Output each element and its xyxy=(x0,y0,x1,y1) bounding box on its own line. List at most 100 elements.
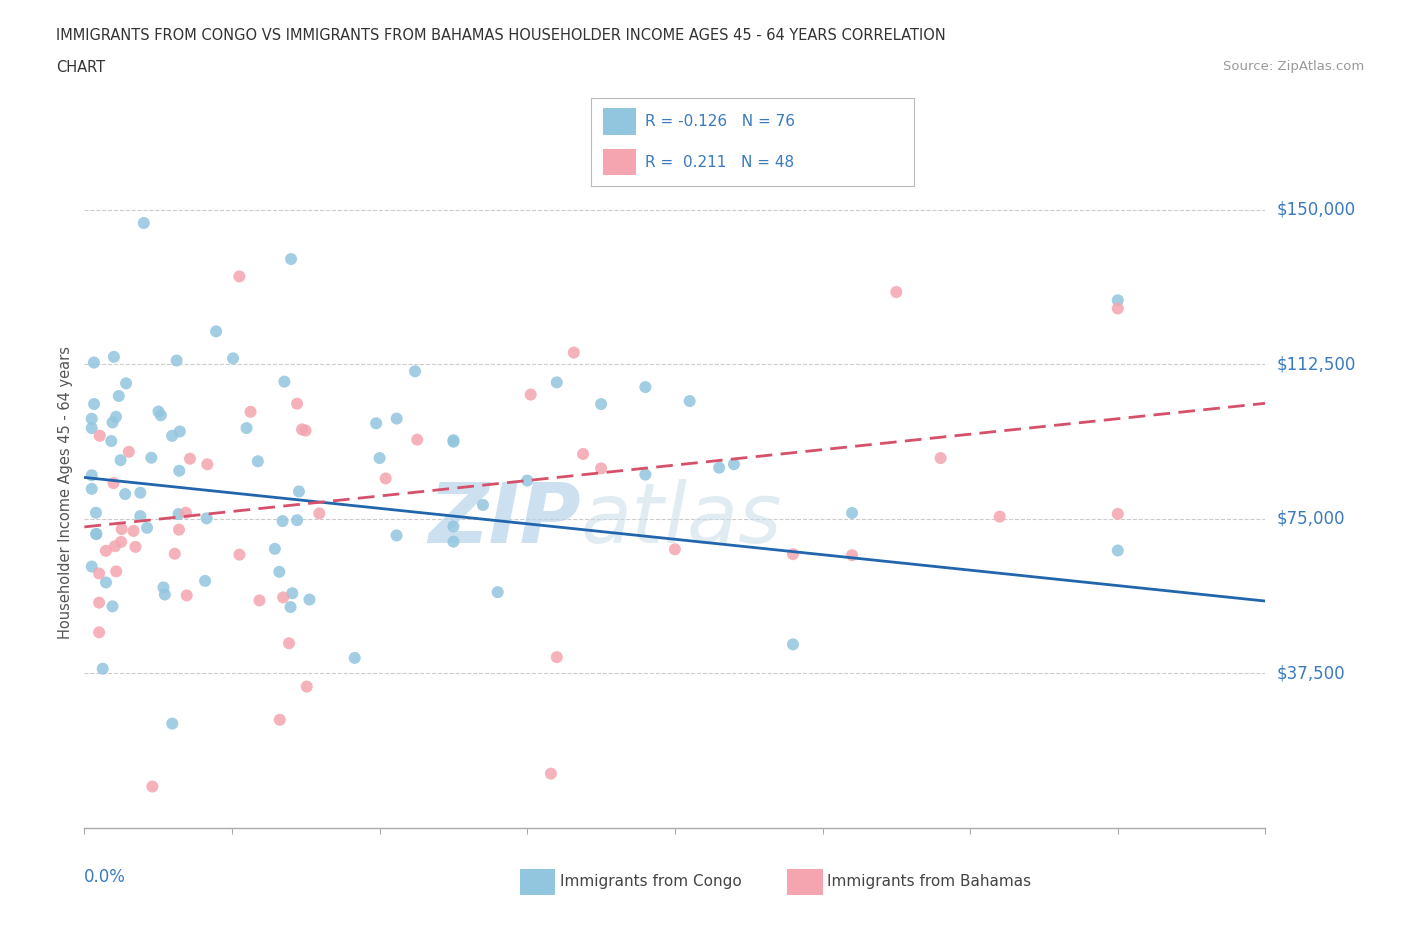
Point xyxy=(406,432,429,447)
Point xyxy=(174,505,197,520)
Point xyxy=(443,434,465,449)
Point xyxy=(285,512,308,527)
Point xyxy=(110,535,132,550)
Point xyxy=(153,587,176,602)
Point xyxy=(298,592,321,607)
Point xyxy=(86,526,108,541)
Text: ZIP: ZIP xyxy=(427,479,581,560)
Text: Immigrants from Congo: Immigrants from Congo xyxy=(560,874,741,889)
Point xyxy=(1107,293,1129,308)
Point xyxy=(519,387,541,402)
Y-axis label: Householder Income Ages 45 - 64 years: Householder Income Ages 45 - 64 years xyxy=(58,346,73,640)
Point xyxy=(103,350,125,365)
Point xyxy=(80,559,103,574)
Point xyxy=(295,679,318,694)
Point xyxy=(634,379,657,394)
Point xyxy=(308,506,330,521)
Point xyxy=(385,528,408,543)
Text: $37,500: $37,500 xyxy=(1277,664,1346,683)
Point xyxy=(83,396,105,411)
Point xyxy=(278,636,301,651)
Point xyxy=(80,482,103,497)
Point xyxy=(114,486,136,501)
Point xyxy=(709,460,731,475)
Point xyxy=(280,252,302,267)
Point xyxy=(634,467,657,482)
Point xyxy=(83,355,105,370)
Point xyxy=(591,461,613,476)
Point xyxy=(100,433,122,448)
Point xyxy=(115,376,138,391)
Point xyxy=(136,521,159,536)
Point xyxy=(103,476,125,491)
Point xyxy=(572,446,595,461)
Point xyxy=(122,524,145,538)
Point xyxy=(94,575,117,590)
Point xyxy=(84,526,107,541)
Point xyxy=(89,429,111,444)
Point xyxy=(841,506,863,521)
Point xyxy=(271,513,294,528)
Point xyxy=(84,505,107,520)
Point xyxy=(169,424,191,439)
Point xyxy=(988,510,1011,525)
Point xyxy=(87,625,111,640)
Point xyxy=(129,485,152,500)
Point xyxy=(141,450,163,465)
Point xyxy=(273,374,295,389)
Text: Immigrants from Bahamas: Immigrants from Bahamas xyxy=(827,874,1031,889)
Point xyxy=(195,457,218,472)
Point xyxy=(486,585,509,600)
Text: 0.0%: 0.0% xyxy=(84,868,127,886)
Point xyxy=(104,538,127,553)
Point xyxy=(149,408,172,423)
Point xyxy=(271,590,294,604)
Point xyxy=(546,650,568,665)
Point xyxy=(472,498,495,512)
Point xyxy=(1107,543,1129,558)
Text: $75,000: $75,000 xyxy=(1277,510,1346,527)
Point xyxy=(540,766,562,781)
Point xyxy=(782,547,804,562)
Point xyxy=(166,353,188,368)
Point xyxy=(94,543,117,558)
Point xyxy=(80,468,103,483)
Point xyxy=(228,269,250,284)
Point xyxy=(105,564,128,578)
Point xyxy=(368,451,391,466)
Point xyxy=(249,593,271,608)
Point xyxy=(443,534,465,549)
Point xyxy=(152,580,174,595)
Point xyxy=(269,712,291,727)
Point xyxy=(111,522,134,537)
Point xyxy=(87,595,111,610)
Point xyxy=(91,661,114,676)
Point xyxy=(343,650,366,665)
Point xyxy=(176,588,198,603)
Text: Source: ZipAtlas.com: Source: ZipAtlas.com xyxy=(1223,60,1364,73)
Text: atlas: atlas xyxy=(581,479,782,560)
Point xyxy=(222,351,245,365)
Point xyxy=(385,411,408,426)
Point xyxy=(235,420,257,435)
Point xyxy=(101,415,124,430)
Point xyxy=(129,509,152,524)
Point xyxy=(374,471,396,485)
Point xyxy=(105,409,128,424)
Point xyxy=(179,451,201,466)
Point xyxy=(194,574,217,589)
Text: CHART: CHART xyxy=(56,60,105,75)
Text: R =  0.211   N = 48: R = 0.211 N = 48 xyxy=(645,154,794,169)
Point xyxy=(562,345,585,360)
Point xyxy=(101,599,124,614)
Point xyxy=(195,511,218,525)
Point xyxy=(294,423,316,438)
Point xyxy=(205,324,228,339)
Point xyxy=(404,364,426,379)
Point xyxy=(80,411,103,426)
Point xyxy=(132,216,155,231)
Point xyxy=(228,547,250,562)
Point xyxy=(281,586,304,601)
Text: $150,000: $150,000 xyxy=(1277,201,1355,219)
Point xyxy=(285,396,308,411)
